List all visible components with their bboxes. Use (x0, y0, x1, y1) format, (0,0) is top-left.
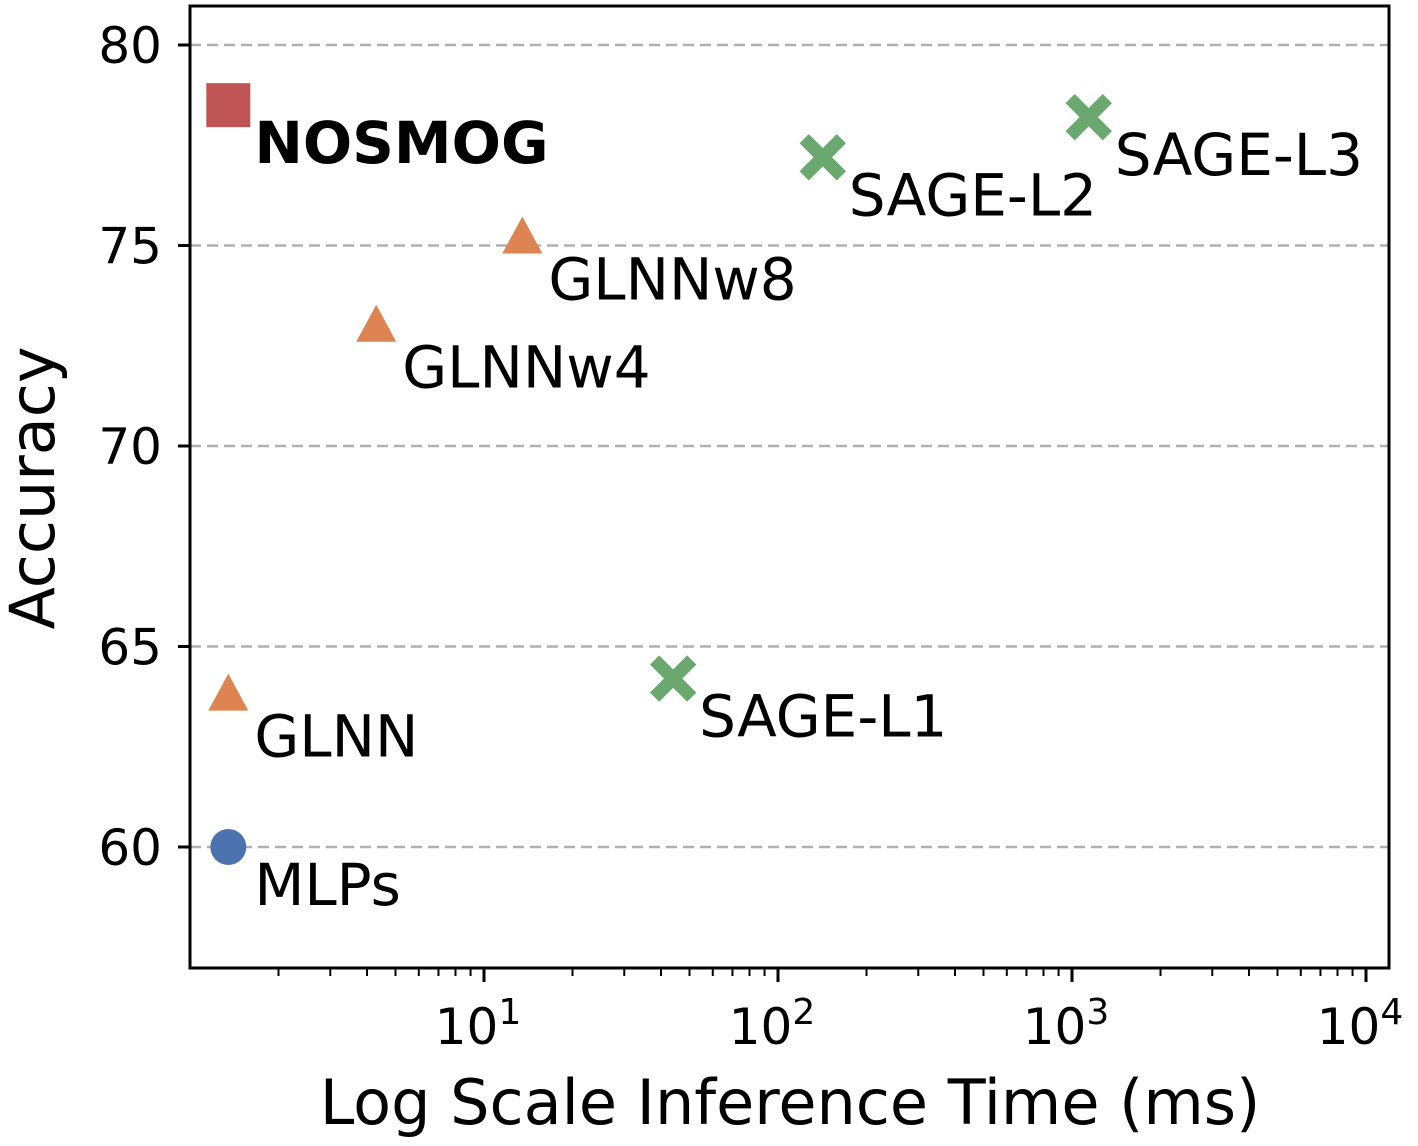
point-glnnw8 (502, 216, 543, 254)
point-sage-l3 (1065, 93, 1112, 141)
point-glnn (208, 673, 249, 711)
point-sage-l2 (799, 134, 846, 181)
x-axis-title: Log Scale Inference Time (ms) (320, 1066, 1261, 1139)
grid-lines (190, 43, 1389, 849)
point-nosmog (206, 83, 251, 128)
y-tick-label-70: 70 (98, 418, 162, 476)
label-glnnw4: GLNNw4 (402, 334, 650, 402)
y-axis-title: Accuracy (0, 346, 69, 629)
data-markers (206, 83, 1112, 865)
y-tick-label-60: 60 (98, 819, 162, 877)
label-sage-l3: SAGE-L3 (1115, 121, 1363, 189)
x-tick-label-10000: 104 (1317, 992, 1404, 1056)
label-nosmog: NOSMOG (254, 109, 548, 177)
x-tick-label-100: 102 (729, 992, 816, 1056)
point-sage-l1 (649, 655, 697, 702)
label-mlps: MLPs (254, 851, 401, 919)
plot-frame (188, 4, 1391, 970)
label-glnnw8: GLNNw8 (548, 245, 796, 313)
y-tick-label-80: 80 (98, 17, 162, 75)
y-tick-label-65: 65 (98, 619, 162, 677)
x-tick-label-1000: 103 (1023, 992, 1110, 1056)
point-glnnw4 (356, 304, 397, 342)
label-glnn: GLNN (254, 703, 418, 771)
label-sage-l1: SAGE-L1 (699, 683, 947, 751)
axis-ticks: 60 65 70 75 80 101 102 103 104 (98, 17, 1403, 1056)
label-sage-l2: SAGE-L2 (849, 161, 1097, 229)
x-tick-label-10: 101 (435, 992, 522, 1056)
y-tick-label-75: 75 (98, 218, 162, 276)
point-mlps (210, 829, 247, 865)
